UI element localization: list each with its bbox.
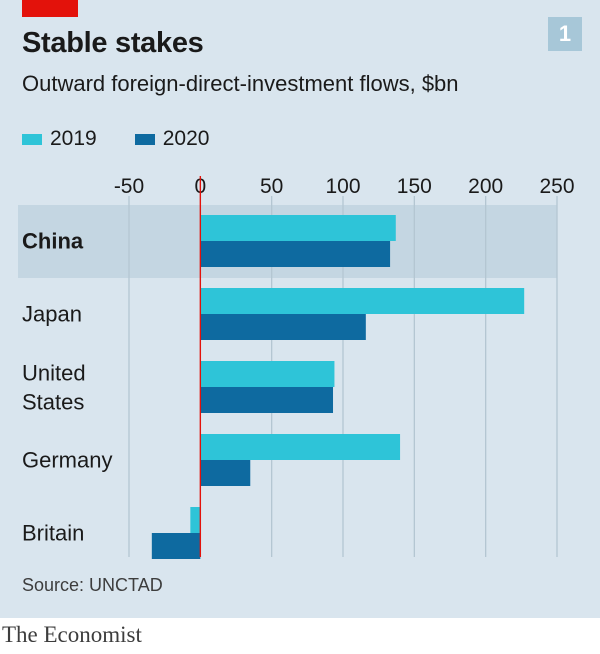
brand-wordmark: The Economist bbox=[2, 622, 142, 647]
x-tick-label-50: -50 bbox=[114, 175, 144, 198]
legend-label-2019: 2019 bbox=[50, 127, 97, 150]
category-label-japan: Japan bbox=[22, 302, 82, 327]
x-tick-label-100: 100 bbox=[325, 175, 360, 198]
legend-item-2020: 2020 bbox=[134, 127, 210, 151]
x-tick-label-50: 50 bbox=[260, 175, 283, 198]
bar-britain-2019 bbox=[190, 507, 201, 533]
legend-label-2020: 2020 bbox=[162, 127, 210, 150]
legend-swatch-2020 bbox=[134, 133, 155, 145]
category-label-britain: Britain bbox=[22, 521, 84, 546]
legend-swatch-2019 bbox=[22, 133, 42, 145]
chart-number-badge: 1 bbox=[548, 17, 582, 51]
legend: 2019 2020 bbox=[22, 127, 247, 151]
bar-united-states-2019 bbox=[200, 361, 335, 387]
bar-germany-2020 bbox=[200, 460, 251, 486]
brand-red-tag bbox=[22, 0, 78, 17]
bar-britain-2020 bbox=[151, 533, 201, 559]
bar-japan-2019 bbox=[200, 288, 525, 314]
chart-card: Stable stakes Outward foreign-direct-inv… bbox=[0, 0, 600, 618]
x-tick-label-150: 150 bbox=[397, 175, 432, 198]
category-label-germany: Germany bbox=[22, 448, 112, 473]
bar-germany-2019 bbox=[200, 434, 401, 460]
legend-item-2019: 2019 bbox=[22, 127, 97, 151]
bar-china-2020 bbox=[200, 241, 391, 267]
x-tick-label-200: 200 bbox=[468, 175, 503, 198]
category-label-china: China bbox=[22, 229, 84, 254]
chart-title: Stable stakes bbox=[22, 27, 204, 59]
category-label-united-states: United States bbox=[22, 361, 86, 415]
chart-subtitle: Outward foreign-direct-investment flows,… bbox=[22, 71, 459, 96]
bar-united-states-2020 bbox=[200, 387, 334, 413]
source-note: Source: UNCTAD bbox=[22, 575, 163, 595]
bar-japan-2020 bbox=[200, 314, 366, 340]
bar-china-2019 bbox=[200, 215, 396, 241]
x-tick-label-250: 250 bbox=[539, 175, 574, 198]
